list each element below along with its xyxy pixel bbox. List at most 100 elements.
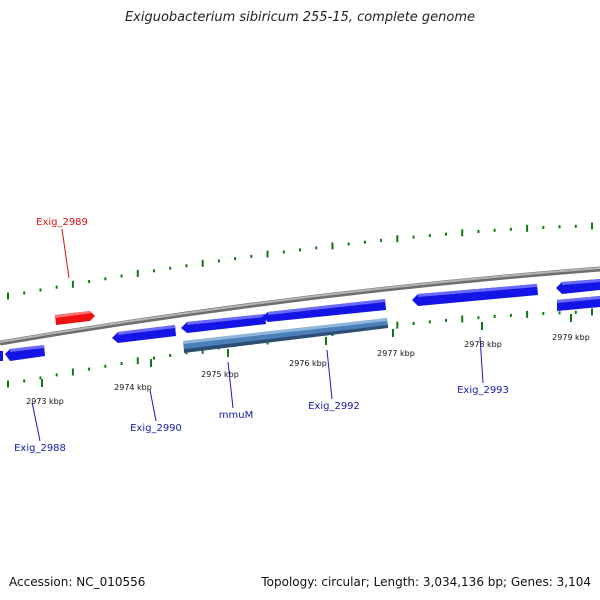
gene-label-leader <box>61 228 70 279</box>
kbp-tick-mark <box>392 329 394 337</box>
outer-track-tick <box>39 288 42 292</box>
gene-exig-2994[interactable] <box>556 279 600 294</box>
gene-exig-2990[interactable] <box>112 325 176 343</box>
outer-track-tick <box>493 228 496 232</box>
gene-label[interactable]: Exig_2990 <box>130 423 182 434</box>
outer-track-tick <box>23 291 26 295</box>
outer-track-tick <box>55 285 58 289</box>
outer-track-tick <box>412 235 415 239</box>
inner-track-tick <box>39 376 42 380</box>
inner-track-tick <box>445 318 447 322</box>
outer-track-tick <box>71 280 74 288</box>
inner-track-tick <box>169 353 172 357</box>
inner-track-tick <box>71 368 74 376</box>
inner-track-tick <box>88 367 91 371</box>
gene-label-leader <box>479 336 484 384</box>
outer-track-tick <box>380 238 383 242</box>
gene-label-leader <box>149 389 157 422</box>
inner-track-tick <box>509 313 512 317</box>
inner-track-tick <box>526 310 529 318</box>
gene-label[interactable]: Exig_2988 <box>14 443 66 454</box>
outer-track-tick <box>136 269 139 277</box>
outer-track-tick <box>201 259 204 267</box>
inner-track-tick <box>493 314 496 318</box>
tick-label: 2975 kbp <box>201 370 239 379</box>
inner-tick-track <box>7 308 593 388</box>
outer-track-tick <box>428 234 431 238</box>
inner-track-tick <box>7 380 9 388</box>
inner-track-tick <box>574 310 577 314</box>
tick-labels: 2973 kbp 2974 kbp 2975 kbp 2976 kbp 2977 kbp… <box>26 314 590 406</box>
page-title: Exiguobacterium sibiricum 255-15, comple… <box>124 10 476 25</box>
outer-track-tick <box>250 254 253 258</box>
outer-track-tick <box>266 250 269 258</box>
inner-track-tick <box>185 351 188 355</box>
outer-track-tick <box>315 246 318 250</box>
tick-label: 2978 kbp <box>464 340 502 349</box>
outer-track-tick <box>217 259 220 263</box>
tick-label: 2973 kbp <box>26 397 64 406</box>
kbp-tick-mark <box>481 322 483 330</box>
outer-track-tick <box>120 274 123 278</box>
outer-track-tick <box>331 242 334 250</box>
gene-exig-2988[interactable] <box>5 345 45 361</box>
inner-track-tick <box>23 379 26 383</box>
gene-exig-2995[interactable] <box>557 296 600 311</box>
inner-track-tick <box>55 373 58 377</box>
inner-track-tick <box>396 321 399 329</box>
inner-track-tick <box>120 361 123 365</box>
outer-track-tick <box>477 230 480 234</box>
inner-track-tick <box>542 312 545 316</box>
outer-track-tick <box>7 292 9 300</box>
inner-track-tick <box>428 320 431 324</box>
kbp-tick-mark <box>570 314 572 322</box>
gene-label[interactable]: mmuM <box>219 410 253 421</box>
genome-summary: Topology: circular; Length: 3,034,136 bp… <box>261 575 591 589</box>
gene-exig-2992-selected[interactable] <box>183 318 388 353</box>
gene-exig-2989[interactable] <box>55 311 95 325</box>
gene-partial-left[interactable] <box>0 351 3 361</box>
kbp-tick-mark <box>227 349 229 357</box>
outer-track-tick <box>282 250 285 254</box>
genome-backbone-highlight <box>0 267 600 343</box>
gene-label-leader <box>326 349 333 400</box>
outer-track-tick <box>542 225 545 229</box>
outer-track-tick <box>461 229 464 237</box>
gene-exig-2991[interactable] <box>262 299 386 322</box>
gene-labels: Exig_2989 Exig_2988 Exig_2990 mmuM Exig_2992… <box>14 217 509 454</box>
outer-track-tick <box>299 248 301 252</box>
outer-track-tick <box>104 277 107 281</box>
inner-track-tick <box>153 356 155 360</box>
outer-track-tick <box>445 232 447 236</box>
outer-track-tick <box>558 225 561 229</box>
inner-track-tick <box>558 311 561 315</box>
inner-track-tick <box>136 357 139 365</box>
outer-track-tick <box>396 235 399 243</box>
outer-track-tick <box>234 257 237 261</box>
outer-track-tick <box>88 280 91 284</box>
gene-label-leader <box>227 361 234 409</box>
gene-label[interactable]: Exig_2989 <box>36 217 88 228</box>
tick-label: 2974 kbp <box>114 383 152 392</box>
outer-tick-track <box>7 222 593 300</box>
gene-exig-2993[interactable] <box>412 284 538 306</box>
gene-label[interactable]: Exig_2992 <box>308 401 360 412</box>
tick-label: 2977 kbp <box>377 349 415 358</box>
gene-label-leader <box>31 401 41 442</box>
outer-track-tick <box>574 224 577 228</box>
outer-track-tick <box>347 242 350 246</box>
outer-track-tick <box>509 227 512 231</box>
gene-mmum[interactable] <box>181 314 266 333</box>
outer-track-tick <box>363 240 366 244</box>
kbp-tick-mark <box>325 337 327 345</box>
gene-label[interactable]: Exig_2993 <box>457 385 509 396</box>
inner-track-tick <box>477 316 480 320</box>
outer-track-tick <box>591 222 593 230</box>
inner-track-tick <box>412 321 415 325</box>
outer-track-tick <box>169 266 172 270</box>
outer-track-tick <box>526 224 529 232</box>
outer-track-tick <box>153 269 155 273</box>
outer-track-tick <box>185 264 188 268</box>
